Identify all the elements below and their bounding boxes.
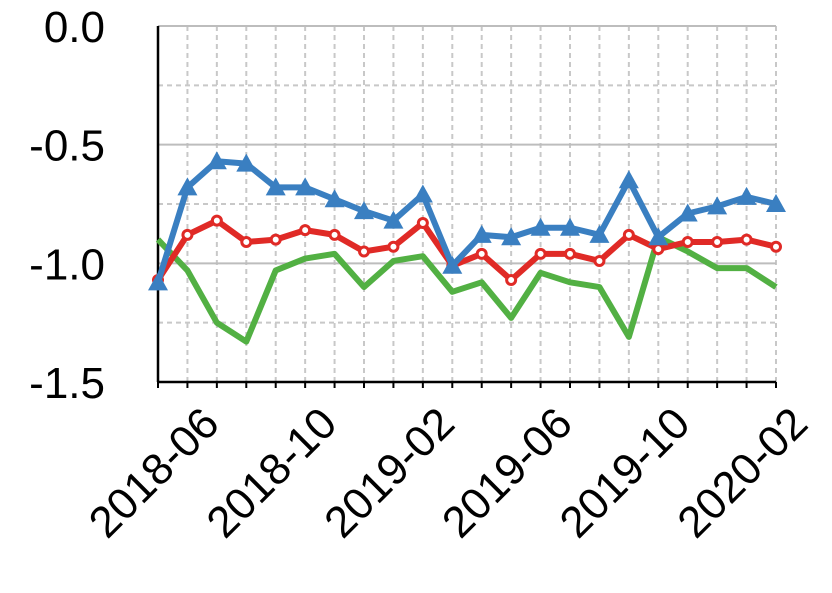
x-tick-label: 2018-06 <box>80 398 229 547</box>
marker <box>358 245 370 258</box>
marker <box>677 203 698 222</box>
marker <box>354 201 374 220</box>
marker <box>589 224 610 243</box>
marker <box>177 177 198 196</box>
marker <box>181 228 194 241</box>
marker <box>564 247 576 260</box>
marker <box>210 214 223 227</box>
series-line <box>155 158 777 284</box>
marker <box>648 227 669 246</box>
x-tick-label: 2019-06 <box>433 398 582 547</box>
marker <box>770 240 782 253</box>
marker <box>560 217 580 236</box>
marker <box>740 233 753 246</box>
y-tick-label: -0.5 <box>29 122 105 171</box>
marker <box>387 240 400 253</box>
y-tick-label: -1.5 <box>29 359 105 408</box>
x-tick-label: 2020-02 <box>668 398 817 547</box>
marker <box>148 272 168 291</box>
marker <box>269 233 282 246</box>
marker <box>299 224 312 237</box>
marker <box>324 189 345 208</box>
marker <box>383 210 404 229</box>
marker <box>416 216 429 229</box>
marker <box>707 196 728 215</box>
x-tick-label: 2018-10 <box>197 398 346 547</box>
marker <box>652 243 665 256</box>
marker <box>442 255 463 274</box>
series-line <box>155 217 777 283</box>
marker <box>265 177 286 196</box>
marker <box>618 170 639 189</box>
marker <box>501 227 522 246</box>
marker <box>475 247 488 260</box>
marker <box>206 151 227 170</box>
y-tick-label: -1.0 <box>29 240 105 289</box>
x-tick-label: 2019-10 <box>551 398 700 547</box>
marker <box>681 235 694 248</box>
marker <box>471 224 492 243</box>
x-tick-label: 2019-02 <box>315 398 464 547</box>
marker <box>240 235 253 248</box>
marker <box>295 177 316 196</box>
marker <box>530 217 551 236</box>
marker <box>622 228 635 241</box>
y-tick-label: 0.0 <box>44 3 105 52</box>
marker <box>412 184 433 203</box>
marker <box>236 153 257 172</box>
marker <box>766 194 786 212</box>
marker <box>534 247 547 260</box>
marker <box>711 235 724 248</box>
marker <box>328 228 341 241</box>
marker <box>505 273 518 286</box>
marker <box>593 254 606 267</box>
marker <box>736 186 757 205</box>
